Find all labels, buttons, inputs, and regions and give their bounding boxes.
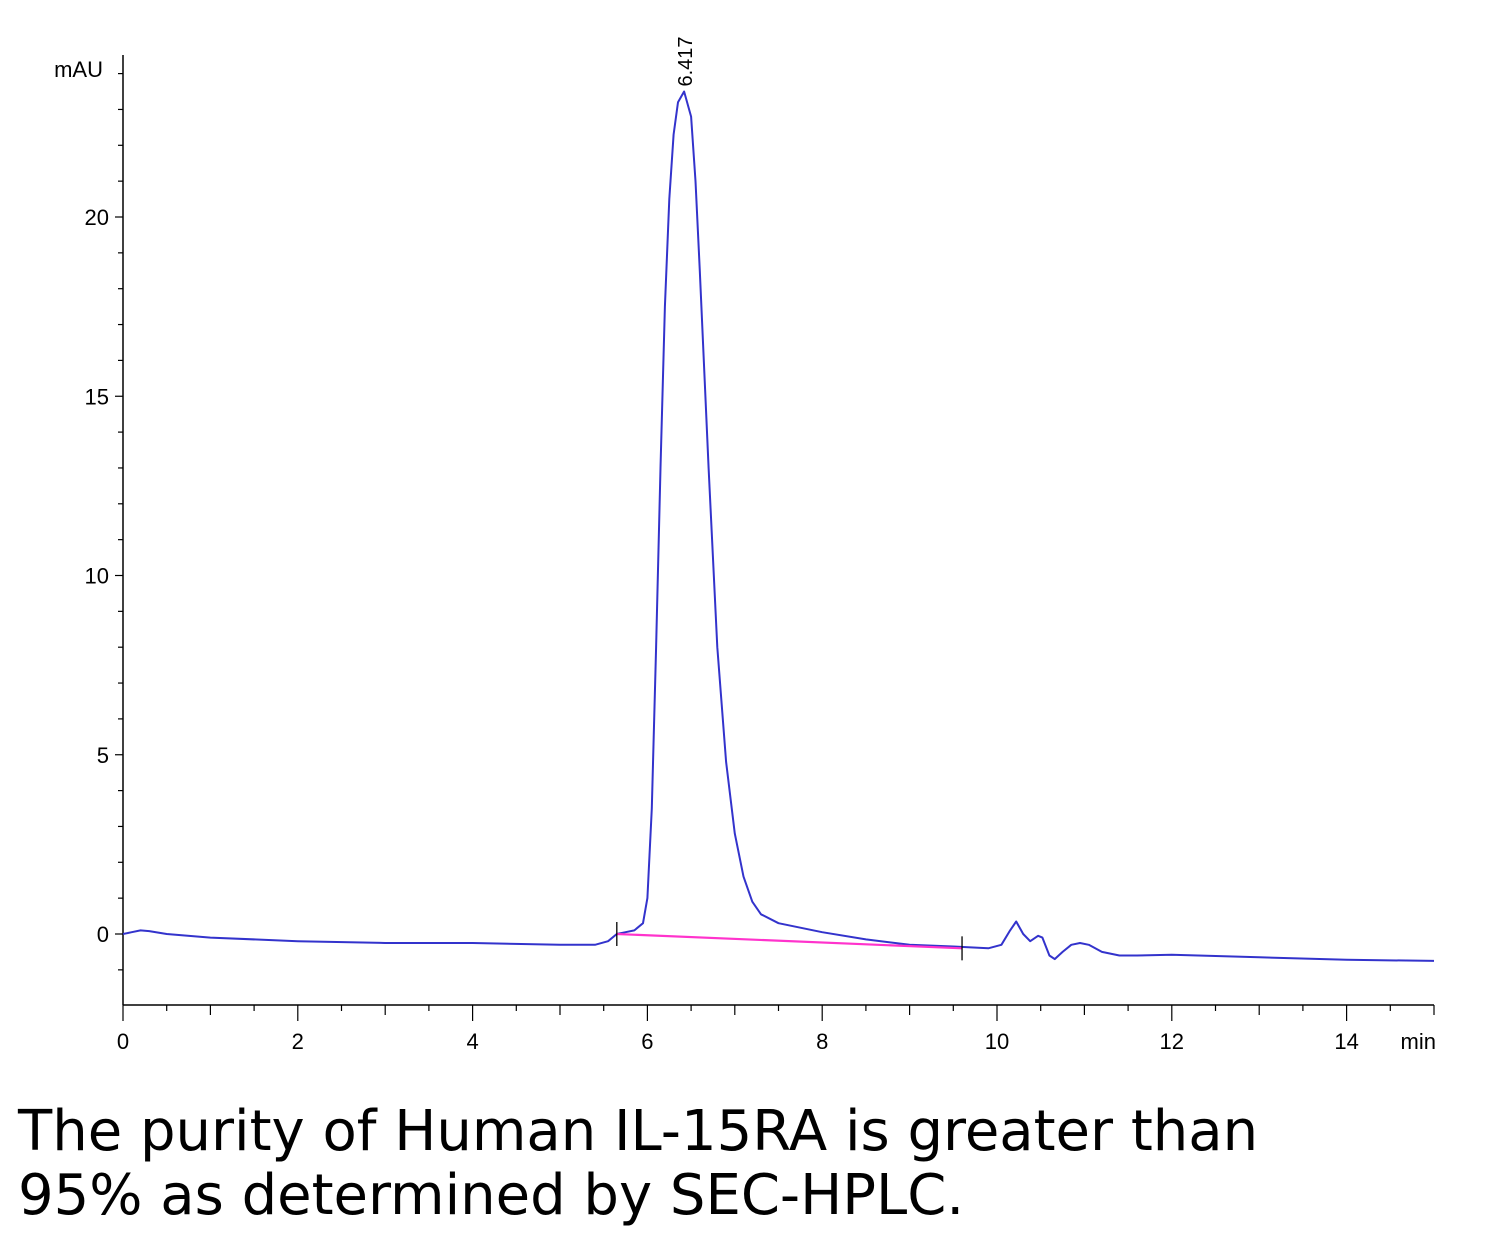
x-tick-label: 8 xyxy=(816,1029,828,1054)
y-tick-label: 0 xyxy=(97,922,109,947)
x-tick-label: 12 xyxy=(1160,1029,1184,1054)
caption-line-2: 95% as determined by SEC-HPLC. xyxy=(18,1163,965,1228)
y-tick-label: 15 xyxy=(85,384,109,409)
x-tick-label: 14 xyxy=(1334,1029,1358,1054)
chromatogram-trace xyxy=(122,90,1435,962)
x-tick-label: 2 xyxy=(292,1029,304,1054)
y-tick-label: 20 xyxy=(85,205,109,230)
y-tick-label: 10 xyxy=(85,564,109,589)
y-tick-label: 5 xyxy=(97,743,109,768)
x-tick-label: 10 xyxy=(985,1029,1009,1054)
baseline-trace xyxy=(616,932,963,950)
chromatogram-chart: 0 5 10 15 20 mAU 0 2 4 6 8 10 12 14 min 6.417 xyxy=(54,36,1436,1054)
y-axis-label: mAU xyxy=(54,57,103,82)
x-tick-label: 4 xyxy=(466,1029,478,1054)
caption-line-1: The purity of Human IL-15RA is greater t… xyxy=(18,1099,1259,1164)
x-axis-label: min xyxy=(1401,1029,1436,1054)
peak-label: 6.417 xyxy=(675,36,697,86)
caption-text: The purity of Human IL-15RA is greater t… xyxy=(18,1100,1478,1228)
x-tick-label: 6 xyxy=(641,1029,653,1054)
x-tick-label: 0 xyxy=(117,1029,129,1054)
